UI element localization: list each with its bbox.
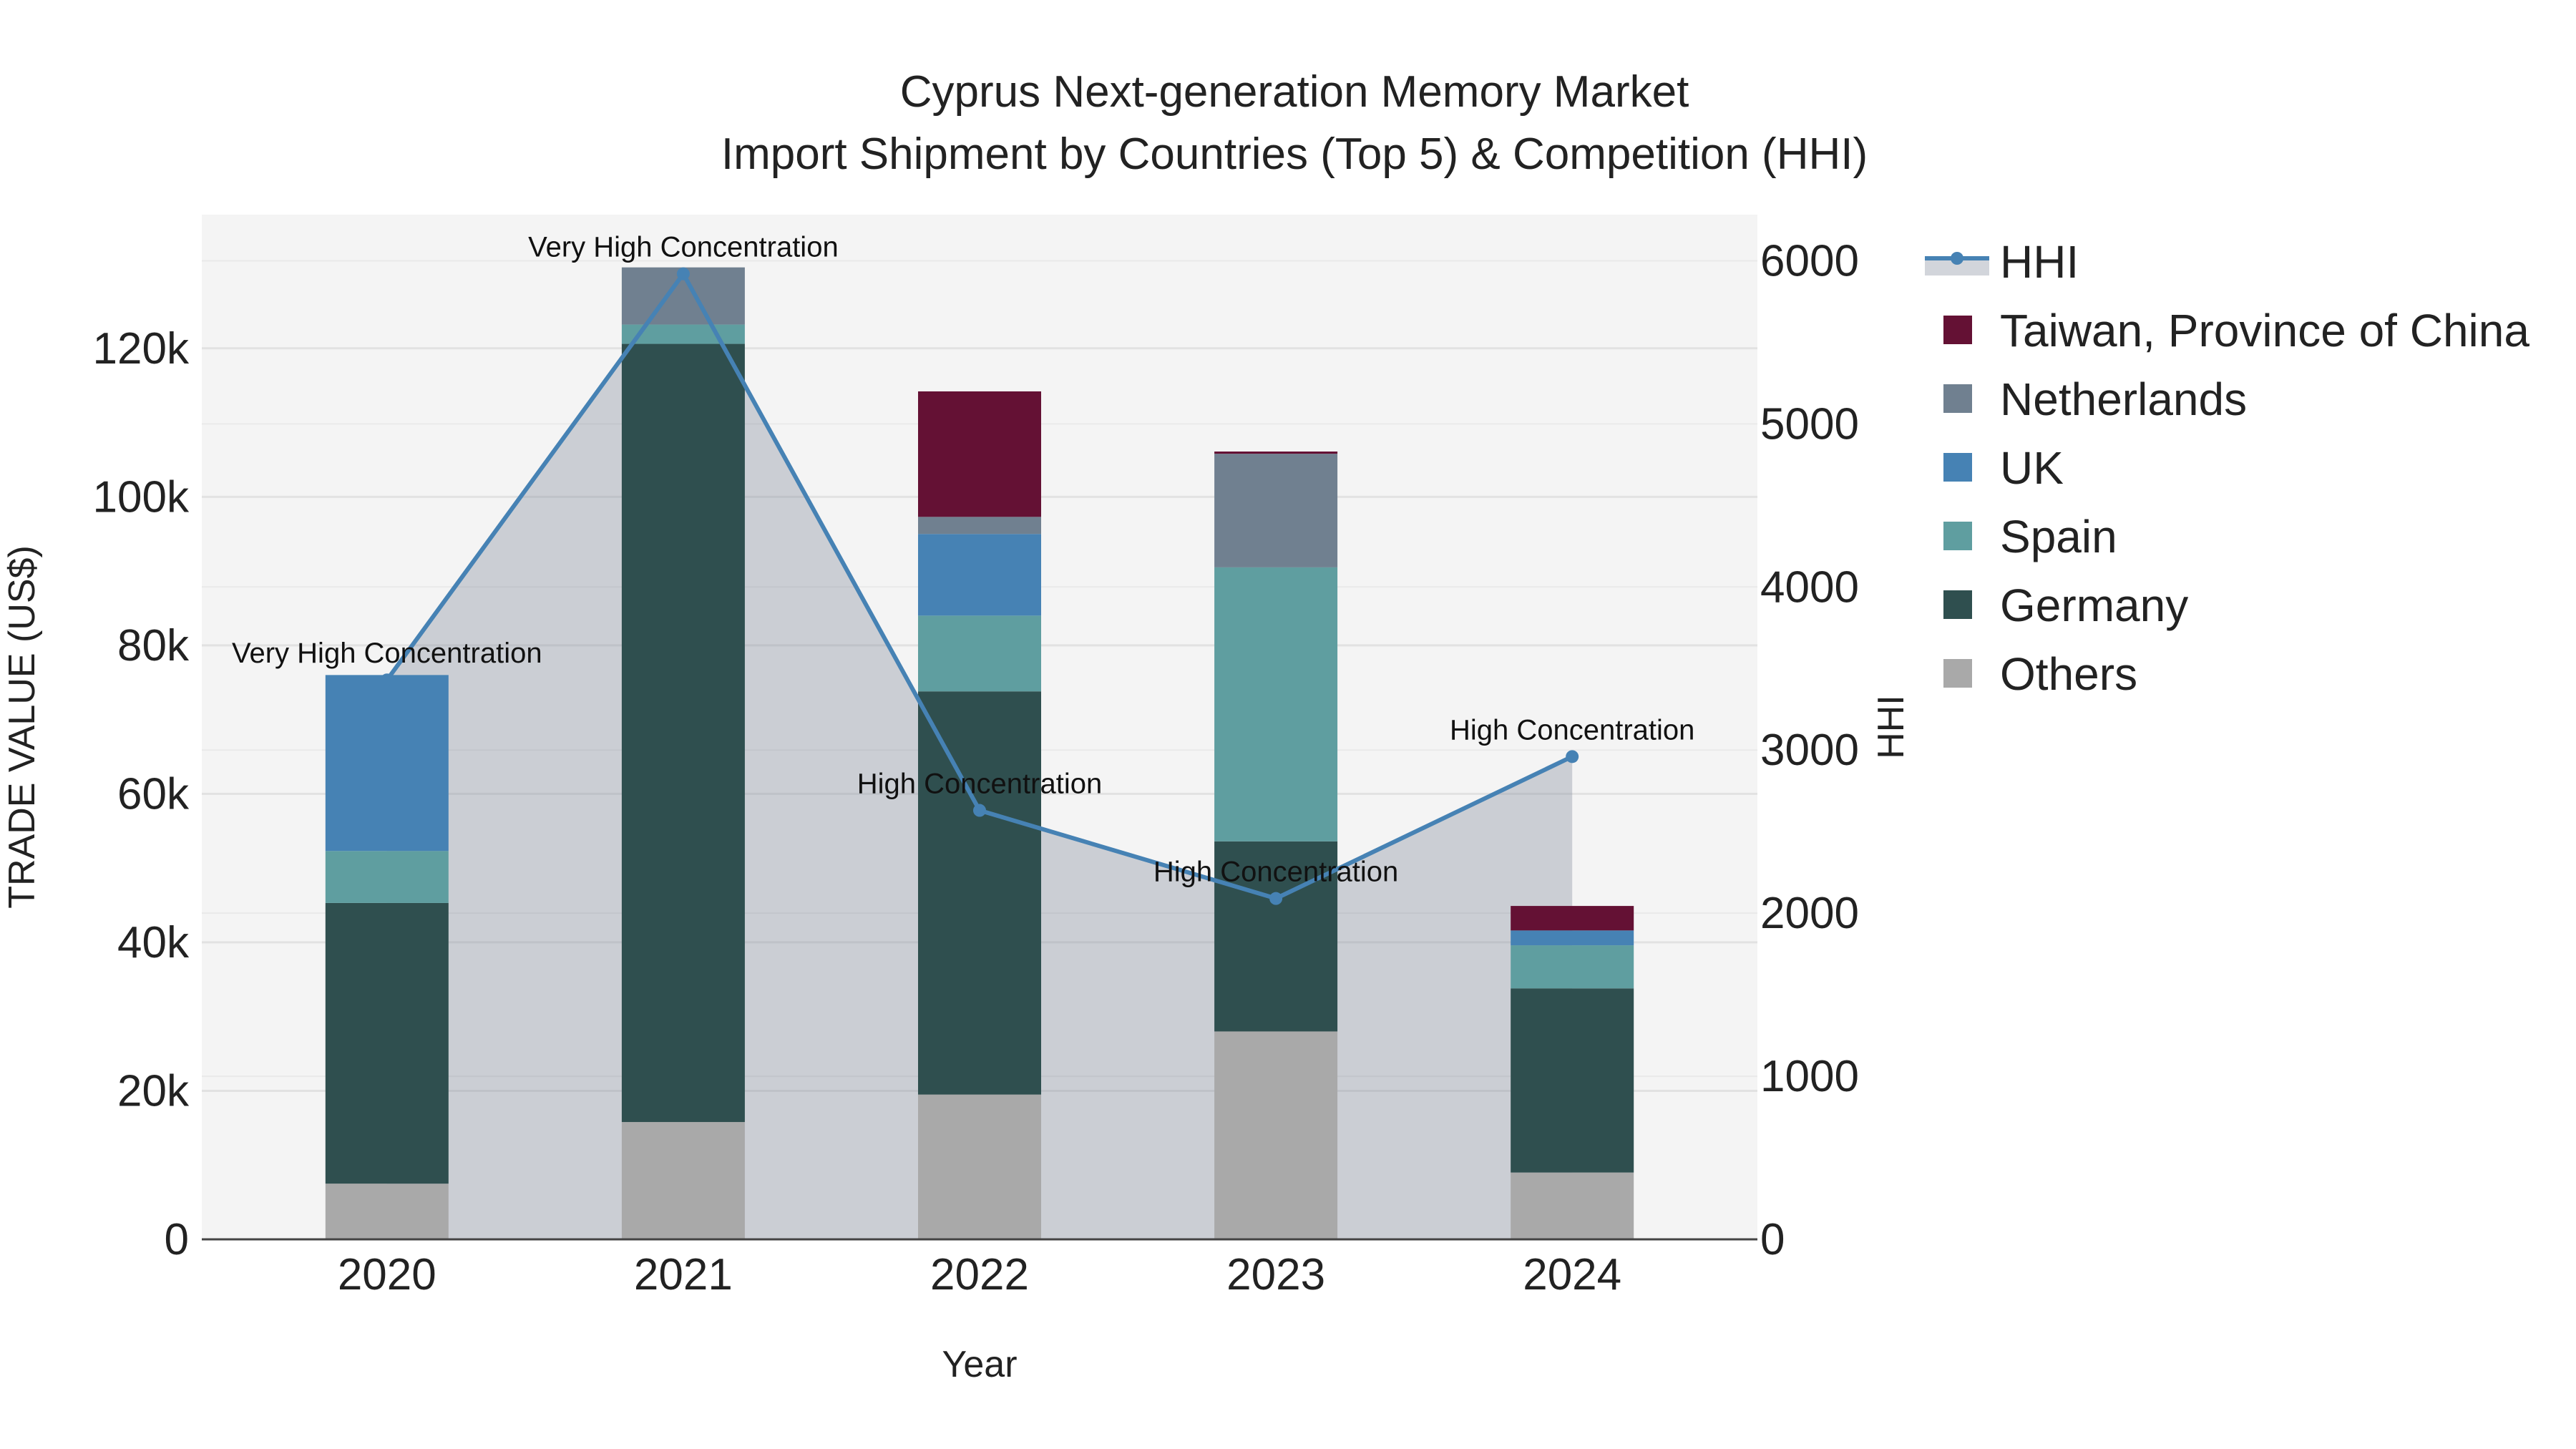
chart-title-line1: Cyprus Next-generation Memory Market	[900, 67, 1689, 117]
bar-2024-taiwan-province-of-china	[1511, 906, 1634, 931]
bar-layer	[325, 267, 1634, 1239]
y-tick-label: 40k	[117, 918, 190, 967]
bar-2024-uk	[1511, 930, 1634, 946]
legend-label-uk: UK	[2000, 442, 2064, 494]
hhi-annotation-layer: Very High Concentration Very High Concent…	[232, 232, 1694, 888]
legend-label-others: Others	[2000, 648, 2137, 700]
bar-2020-germany	[325, 902, 449, 1184]
bar-2024-others	[1511, 1172, 1634, 1239]
bar-2021-germany	[621, 343, 745, 1123]
bar-2022-others	[918, 1094, 1041, 1239]
legend-swatch-marker-hhi	[1951, 252, 1963, 265]
bar-2023-taiwan-province-of-china	[1214, 452, 1338, 454]
x-tick-label: 2020	[338, 1250, 436, 1299]
legend-label-germany: Germany	[2000, 580, 2188, 631]
hhi-label-2024: High Concentration	[1450, 714, 1694, 746]
x-axis-title: Year	[942, 1344, 1017, 1385]
y-tick-label: 60k	[117, 769, 190, 819]
y2-tick-label: 1000	[1760, 1052, 1859, 1101]
bar-2020-spain	[325, 851, 449, 903]
legend-swatch-spain	[1943, 522, 1972, 550]
legend-swatch-netherlands	[1943, 384, 1972, 413]
bar-2021-others	[621, 1122, 745, 1239]
bar-2024-spain	[1511, 945, 1634, 989]
y-axis-ticks: 0 20k 40k 60k 80k 100k 120k	[93, 324, 190, 1264]
bar-2023-others	[1214, 1031, 1338, 1239]
bar-2020-others	[325, 1184, 449, 1239]
legend-label-taiwan-province-of-china: Taiwan, Province of China	[2000, 305, 2529, 356]
y2-axis-title: HHI	[1870, 695, 1912, 759]
y2-axis-ticks: 0 1000 2000 3000 4000 5000 6000	[1760, 236, 1859, 1264]
bar-2023-spain	[1214, 567, 1338, 841]
y-tick-label: 20k	[117, 1066, 190, 1116]
hhi-marker-2022	[973, 804, 986, 817]
legend-label-spain: Spain	[2000, 511, 2117, 562]
bar-2023-netherlands	[1214, 454, 1338, 567]
y-axis-title: TRADE VALUE (US$)	[1, 545, 43, 909]
legend-label-netherlands: Netherlands	[2000, 374, 2247, 425]
hhi-line-layer	[380, 267, 1579, 905]
x-tick-label: 2024	[1523, 1250, 1621, 1299]
hhi-label-2022: High Concentration	[857, 769, 1102, 800]
bar-2022-taiwan-province-of-china	[918, 391, 1041, 517]
y-tick-label: 0	[165, 1215, 189, 1264]
hhi-marker-2023	[1269, 892, 1283, 905]
y2-tick-label: 6000	[1760, 236, 1859, 286]
hhi-marker-2020	[380, 673, 394, 687]
legend-swatch-others	[1943, 659, 1972, 688]
y2-tick-label: 0	[1760, 1215, 1785, 1264]
chart-title-line2: Import Shipment by Countries (Top 5) & C…	[721, 130, 1868, 179]
y-tick-label: 100k	[93, 472, 190, 522]
legend-swatch-taiwan-province-of-china	[1943, 316, 1972, 344]
legend-swatch-uk	[1943, 453, 1972, 482]
y2-tick-label: 5000	[1760, 399, 1859, 449]
legend-label-hhi: HHI	[2000, 236, 2079, 288]
hhi-label-2021: Very High Concentration	[528, 232, 839, 263]
bar-2022-netherlands	[918, 517, 1041, 535]
hhi-marker-2021	[676, 267, 690, 280]
hhi-label-2023: High Concentration	[1153, 857, 1398, 888]
x-axis-ticks: 2020 2021 2022 2023 2024	[338, 1250, 1621, 1299]
y-tick-label: 80k	[117, 621, 190, 670]
bar-2022-germany	[918, 691, 1041, 1095]
hhi-marker-2024	[1566, 750, 1579, 763]
x-tick-label: 2021	[634, 1250, 733, 1299]
hhi-label-2020: Very High Concentration	[232, 638, 542, 669]
bar-2022-uk	[918, 534, 1041, 616]
bar-2020-uk	[325, 675, 449, 852]
legend-swatch-germany	[1943, 590, 1972, 619]
y-tick-label: 120k	[93, 324, 190, 374]
y2-tick-label: 2000	[1760, 889, 1859, 938]
bar-2024-germany	[1511, 988, 1634, 1173]
bar-2023-germany	[1214, 841, 1338, 1032]
y2-tick-label: 3000	[1760, 726, 1859, 775]
bar-2022-spain	[918, 615, 1041, 692]
y2-tick-label: 4000	[1760, 562, 1859, 612]
x-tick-label: 2022	[930, 1250, 1029, 1299]
legend: HHI Taiwan, Province of China Netherlands U…	[1925, 236, 2529, 700]
x-tick-label: 2023	[1226, 1250, 1325, 1299]
